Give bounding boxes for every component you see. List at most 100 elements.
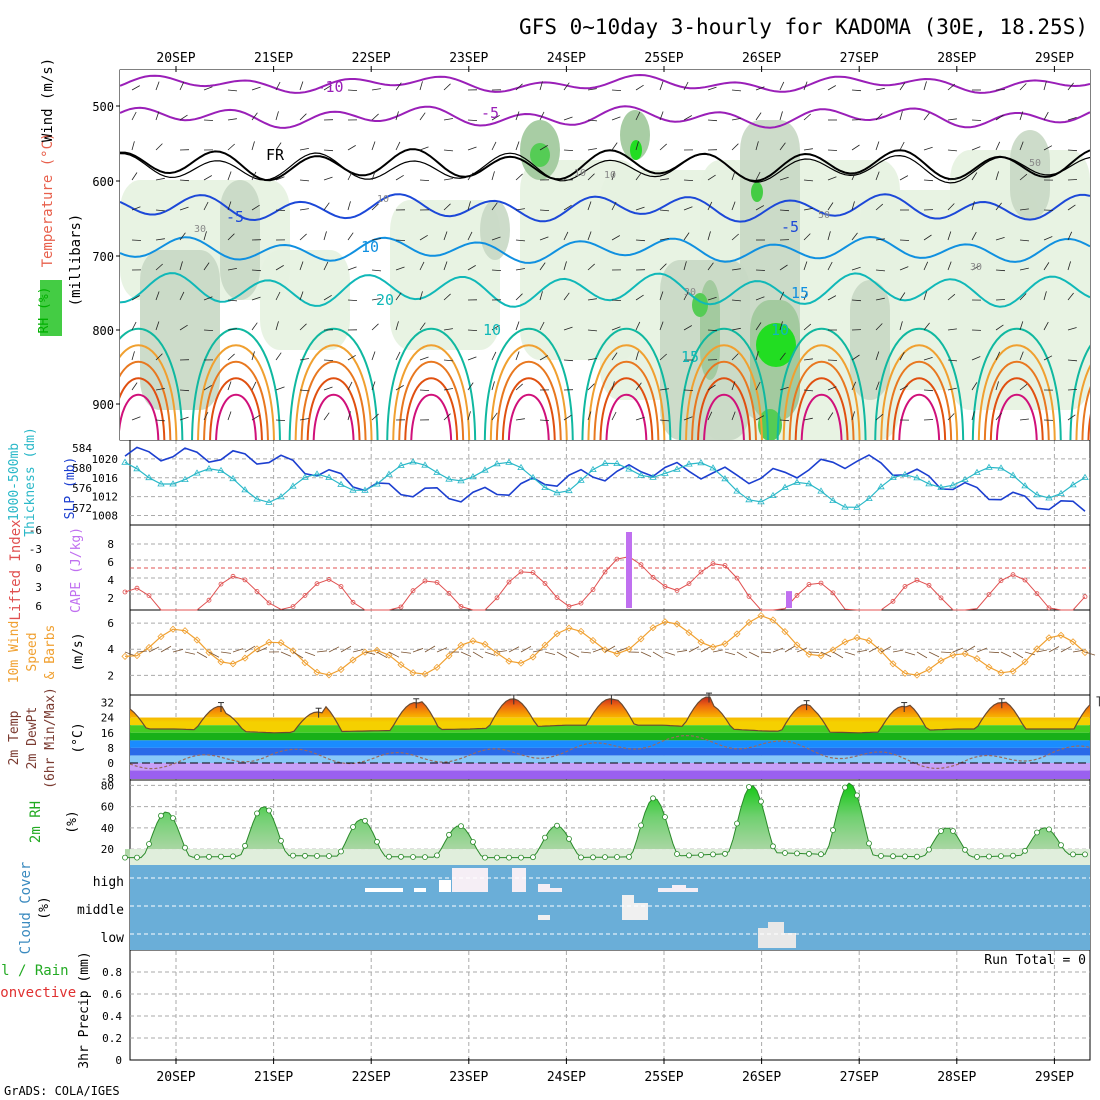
temp-tick: 8 — [107, 742, 114, 755]
wind-barb — [544, 651, 556, 656]
upper-wind-barb — [179, 261, 183, 271]
upper-wind-barb — [707, 384, 716, 391]
wind-speed-marker — [277, 639, 285, 647]
upper-wind-barb — [803, 261, 808, 271]
temp-contour-label: 20 — [376, 291, 394, 309]
rh-marker — [398, 853, 404, 860]
thickness-marker — [853, 503, 861, 510]
wind-speed-marker — [697, 638, 705, 646]
wind-speed-marker — [841, 638, 849, 646]
upper-wind-barb — [923, 146, 933, 151]
temp-contour-15 — [120, 272, 1090, 308]
wind-barb — [232, 648, 244, 653]
thickness-tick: 576 — [72, 482, 92, 495]
wind-barb — [1072, 649, 1084, 653]
upper-wind-barb — [563, 149, 574, 151]
wind-barb — [856, 649, 868, 653]
wind-speed-marker — [481, 640, 489, 648]
wind-barb — [1012, 651, 1024, 659]
thickness-marker — [493, 460, 501, 467]
date-label-top: 26SEP — [742, 51, 781, 66]
rh-marker — [506, 854, 512, 861]
upper-wind-barb — [995, 324, 1004, 331]
upper-wind-barb — [515, 351, 520, 361]
upper-wind-barb — [611, 299, 622, 301]
upper-wind-barb — [179, 81, 185, 91]
upper-wind-barb — [323, 231, 327, 241]
upper-wind-barb — [515, 383, 523, 391]
upper-wind-barb — [995, 114, 1004, 121]
wind-speed-marker — [349, 656, 357, 664]
temp-contour-label: FR — [266, 146, 285, 164]
upper-wind-barb — [827, 149, 838, 151]
upper-wind-barb — [563, 204, 572, 211]
upper-wind-barb — [899, 321, 903, 331]
wind-barb — [328, 646, 340, 653]
upper-wind-barb — [299, 418, 309, 421]
bl-temp-contour — [599, 377, 654, 440]
upper-wind-barb — [1019, 208, 1029, 211]
wind-barb — [520, 645, 532, 653]
upper-wind-barb — [971, 119, 982, 121]
wind-barb — [184, 651, 196, 655]
lifted-index-marker — [290, 604, 296, 609]
rh-contour-label: 50 — [818, 210, 830, 221]
temp-contour-label: -5 — [781, 218, 799, 236]
upper-wind-barb — [659, 238, 669, 241]
upper-wind-barb — [803, 358, 813, 361]
upper-wind-barb — [683, 179, 694, 181]
thickness-marker — [313, 470, 321, 477]
upper-wind-barb — [395, 141, 401, 151]
upper-wind-barb — [443, 203, 451, 211]
lifted-index-marker — [674, 588, 680, 593]
wind-speed-marker — [541, 641, 549, 649]
upper-wind-barb — [203, 175, 212, 181]
wind-speed-marker — [649, 624, 657, 632]
upper-wind-barb — [251, 414, 260, 421]
rh-tick: 80 — [101, 779, 114, 792]
wind-barb — [376, 651, 388, 659]
wind-barb — [964, 645, 976, 653]
upper-wind-barb — [491, 381, 495, 391]
rh-shading — [850, 280, 890, 400]
wind-speed-marker — [949, 651, 957, 659]
lifted-index-marker — [254, 589, 260, 594]
wind-speed-marker — [577, 627, 585, 635]
wind-speed-marker — [181, 627, 189, 635]
upper-wind-barb — [419, 261, 425, 271]
upper-wind-barb — [779, 321, 783, 331]
cape-lifted-index-panel: -6 -3 0 3 6 8 6 4 2 — [29, 524, 1090, 613]
wind-barb — [496, 650, 508, 653]
bl-temp-contour — [977, 344, 1056, 440]
upper-wind-barb — [323, 359, 334, 361]
pressure-tick-label: 800 — [92, 324, 114, 338]
wind-barb — [592, 647, 604, 653]
bl-temp-contour — [776, 327, 867, 440]
thickness-marker — [529, 473, 537, 480]
rh-marker — [782, 850, 788, 856]
thickness-marker — [577, 476, 585, 483]
upper-wind-barb — [779, 142, 786, 151]
wind-speed-marker — [853, 634, 861, 642]
upper-wind-barb — [731, 118, 741, 121]
temp-line — [129, 696, 1091, 734]
upper-wind-barb — [947, 231, 952, 241]
wind-tick: 2 — [107, 669, 114, 682]
upper-wind-barb — [179, 206, 189, 211]
lifted-index-marker — [1022, 577, 1028, 583]
upper-wind-barb — [227, 171, 232, 181]
upper-wind-barb — [395, 174, 404, 181]
bl-temp-contour — [501, 377, 556, 440]
bl-temp-contour — [495, 361, 562, 440]
upper-wind-barb — [923, 112, 930, 121]
lifted-index-marker — [350, 599, 356, 605]
upper-wind-barb — [971, 231, 977, 241]
lifted-index-marker — [398, 604, 404, 610]
upper-wind-barb — [515, 173, 523, 181]
upper-wind-barb — [755, 86, 765, 91]
cloud-block — [686, 888, 698, 892]
upper-wind-barb — [131, 141, 135, 151]
rh-tick: 20 — [101, 843, 114, 856]
upper-wind-barb — [347, 411, 351, 421]
wind-barb — [748, 651, 760, 658]
